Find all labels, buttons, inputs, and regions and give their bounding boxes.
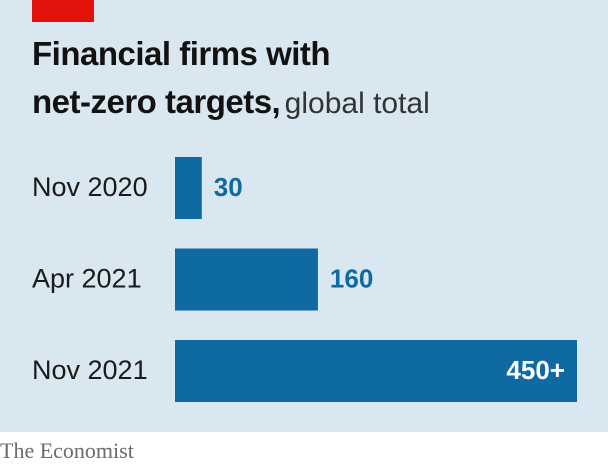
category-label: Nov 2020	[32, 172, 148, 202]
value-label: 30	[214, 172, 243, 202]
category-label: Apr 2021	[32, 264, 142, 294]
chart: Nov 2020 30 Apr 2021 160 Nov 2021 450+	[32, 157, 577, 402]
chart-title: net-zero targets,	[32, 83, 281, 120]
chart-title: Financial firms with	[32, 35, 331, 72]
value-label: 450+	[506, 355, 565, 385]
header: Financial firms with net-zero targets, g…	[32, 30, 592, 133]
value-label: 160	[330, 263, 373, 293]
chart-subtitle: global total	[284, 87, 430, 120]
bar	[175, 157, 202, 219]
bar	[175, 340, 577, 402]
source: The Economist	[0, 438, 134, 463]
bar	[175, 248, 318, 311]
category-label: Nov 2021	[32, 355, 148, 385]
brand-tag	[32, 0, 94, 22]
